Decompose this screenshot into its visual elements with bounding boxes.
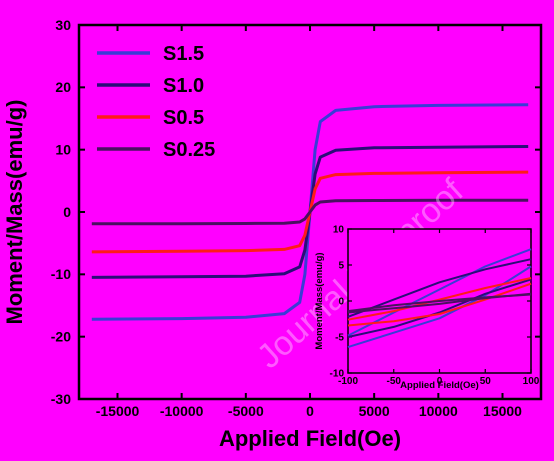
x-tick-label: -15000 bbox=[96, 403, 140, 419]
inset-y-tick-label: 10 bbox=[333, 225, 345, 236]
inset-x-tick-label: 0 bbox=[437, 376, 443, 387]
y-axis-title: Moment/Mass(emu/g) bbox=[2, 100, 27, 325]
y-tick-label: -30 bbox=[51, 391, 71, 407]
inset-y-tick-label: 5 bbox=[338, 261, 344, 272]
legend-label: S1.5 bbox=[163, 43, 204, 65]
y-tick-label: 30 bbox=[55, 17, 71, 33]
inset-x-tick-label: 50 bbox=[480, 376, 492, 387]
x-tick-label: 15000 bbox=[483, 403, 522, 419]
inset-y-tick-label: -5 bbox=[335, 333, 344, 344]
x-tick-label: 5000 bbox=[359, 403, 390, 419]
x-tick-label: -5000 bbox=[228, 403, 264, 419]
y-tick-label: -10 bbox=[51, 266, 71, 282]
x-tick-label: -10000 bbox=[160, 403, 204, 419]
y-tick-label: 0 bbox=[63, 204, 71, 220]
series-line-s0-25 bbox=[91, 198, 529, 226]
inset-series-line-s1-5-branch-1 bbox=[347, 248, 532, 337]
inset-series-line-s0-5-branch-1 bbox=[347, 277, 532, 321]
inset-series-line-s1-0-branch-2 bbox=[347, 278, 532, 338]
inset-y-tick-label: -10 bbox=[330, 369, 345, 380]
inset-x-tick-label: -100 bbox=[338, 376, 358, 387]
x-tick-label: 0 bbox=[306, 403, 314, 419]
y-tick-label: 10 bbox=[55, 142, 71, 158]
inset-x-tick-label: -50 bbox=[387, 376, 402, 387]
legend: S1.5 S1.0 S0.5 S0.25 bbox=[97, 43, 215, 161]
y-tick-label: -20 bbox=[51, 329, 71, 345]
inset-y-axis-title: Moment/Mass(emu/g) bbox=[314, 252, 325, 349]
legend-label: S0.5 bbox=[163, 107, 204, 129]
x-axis-title: Applied Field(Oe) bbox=[219, 426, 401, 451]
inset-y-tick-label: 0 bbox=[338, 297, 344, 308]
inset-series-line-s1-0-branch-1 bbox=[347, 258, 532, 318]
inset-x-tick-label: 100 bbox=[523, 376, 540, 387]
inset-series-line-s0-25-branch-2 bbox=[347, 292, 532, 314]
legend-label: S0.25 bbox=[163, 139, 215, 161]
y-tick-label: 20 bbox=[55, 79, 71, 95]
x-tick-label: 10000 bbox=[419, 403, 458, 419]
legend-label: S1.0 bbox=[163, 75, 204, 97]
main-plot: -15000 -10000 -5000 0 5000 10000 15000-30-20-1… bbox=[2, 17, 543, 451]
inset-x-axis-title: Applied Field(Oe) bbox=[400, 380, 479, 391]
inset-series-line-s0-5-branch-2 bbox=[347, 282, 532, 327]
